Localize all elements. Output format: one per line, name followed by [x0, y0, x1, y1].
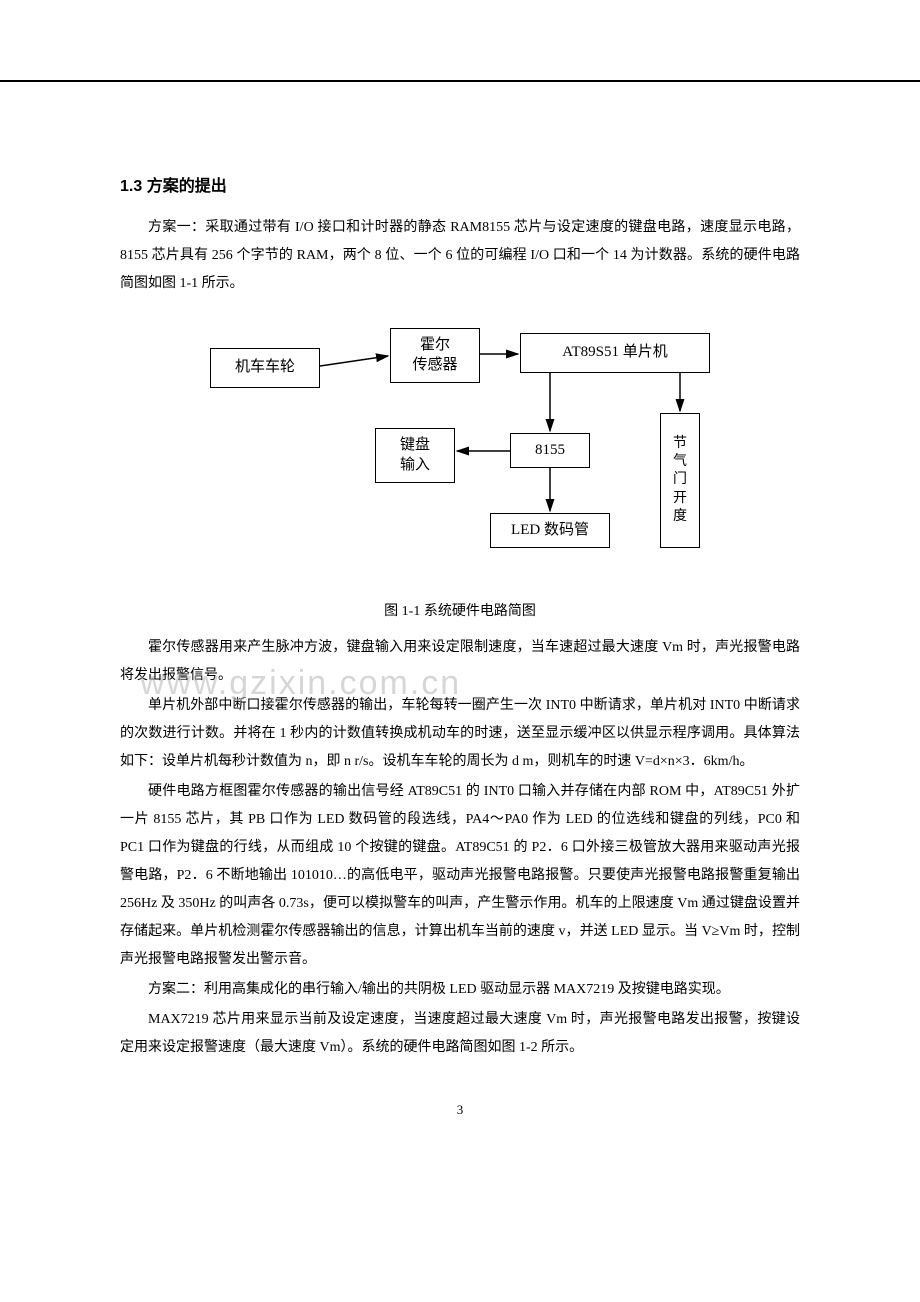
section-heading: 1.3 方案的提出 [120, 172, 800, 196]
paragraph-3: 单片机外部中断口接霍尔传感器的输出，车轮每转一圈产生一次 INT0 中断请求，单… [120, 692, 800, 776]
document-page: 1.3 方案的提出 方案一：采取通过带有 I/O 接口和计时器的静态 RAM81… [0, 80, 920, 1178]
body-text-block: 霍尔传感器用来产生脉冲方波，键盘输入用来设定限制速度，当车速超过最大速度 Vm … [120, 634, 800, 776]
diagram-arrows [200, 308, 720, 588]
system-diagram: 机车车轮 霍尔 传感器 AT89S51 单片机 键盘 输入 8155 LED 数… [200, 308, 720, 588]
paragraph-6: MAX7219 芯片用来显示当前及设定速度，当速度超过最大速度 Vm 时，声光报… [120, 1006, 800, 1062]
paragraph-1: 方案一：采取通过带有 I/O 接口和计时器的静态 RAM8155 芯片与设定速度… [120, 214, 800, 298]
paragraph-4: 硬件电路方框图霍尔传感器的输出信号经 AT89C51 的 INT0 口输入并存储… [120, 778, 800, 974]
page-number: 3 [120, 1102, 800, 1118]
paragraph-5: 方案二：利用高集成化的串行输入/输出的共阴极 LED 驱动显示器 MAX7219… [120, 976, 800, 1004]
diagram-caption: 图 1-1 系统硬件电路简图 [120, 600, 800, 620]
paragraph-2: 霍尔传感器用来产生脉冲方波，键盘输入用来设定限制速度，当车速超过最大速度 Vm … [120, 634, 800, 690]
